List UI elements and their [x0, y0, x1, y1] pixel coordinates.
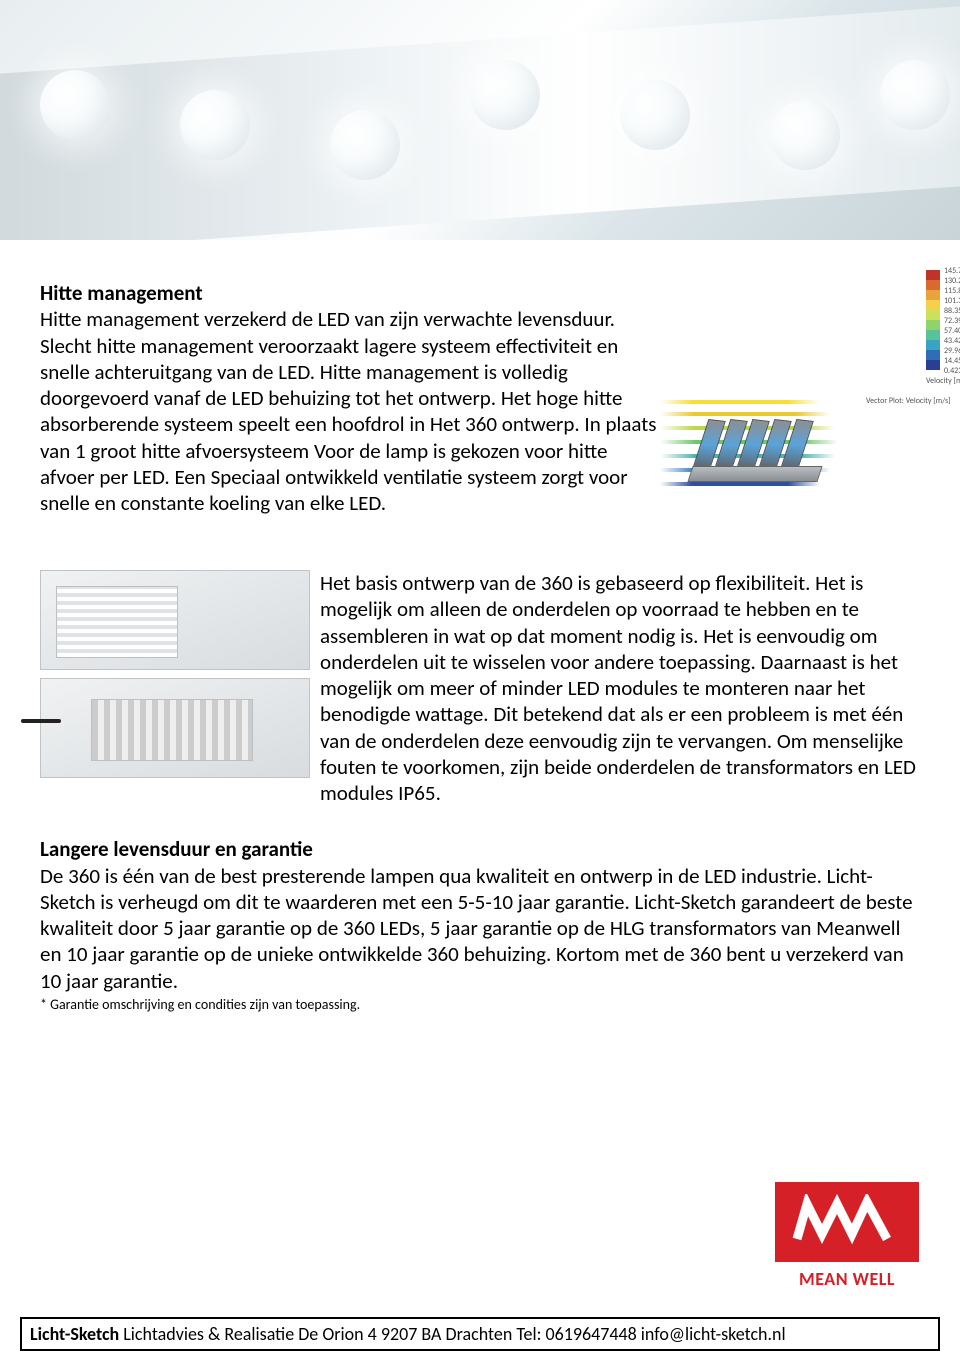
led-glow [880, 60, 950, 130]
legend-value: 43.4285 [944, 336, 960, 346]
led-glow [770, 100, 840, 170]
legend-value: 88.356 [944, 306, 960, 316]
legend-value: 115.810 [944, 286, 960, 296]
meanwell-logo-text: MEAN WELL [775, 1260, 919, 1296]
led-glow [470, 60, 540, 130]
legend-swatch [926, 310, 940, 320]
heading-garantie: Langere levensduur en garantie [40, 836, 920, 862]
led-glow [330, 110, 400, 180]
section-flexibiliteit: Het basis ontwerp van de 360 is gebaseer… [40, 570, 920, 806]
section-garantie: Langere levensduur en garantie De 360 is… [40, 836, 920, 1013]
legend-value: 0.423405 [944, 366, 960, 376]
section-hitte-management: Hitte management Hitte management verzek… [40, 280, 920, 540]
led-glow [40, 70, 110, 140]
legend-title: Velocity [m/s] [926, 376, 960, 386]
legend-swatch [926, 290, 940, 300]
led-glow [180, 90, 250, 160]
body-garantie: De 360 is één van de best presterende la… [40, 863, 920, 994]
heatsink-base [687, 466, 822, 482]
led-glow [620, 80, 690, 150]
thermal-streamline [660, 400, 820, 404]
legend-value: 57.4099 [944, 326, 960, 336]
legend-value: 29.9627 [944, 346, 960, 356]
legend-swatch [926, 360, 940, 370]
footnote-garantie: * Garantie omschrijving en condities zij… [40, 996, 920, 1014]
legend-value: 101.347 [944, 296, 960, 306]
footer-rest: Lichtadvies & Realisatie De Orion 4 9207… [119, 1323, 785, 1345]
legend-swatch [926, 320, 940, 330]
footer-contact: Licht-Sketch Lichtadvies & Realisatie De… [20, 1317, 940, 1351]
thermal-streamline [660, 412, 830, 416]
legend-value: 14.4593 [944, 356, 960, 366]
meanwell-logo-mark [775, 1182, 919, 1260]
led-module-graphic [40, 570, 310, 790]
legend-value: 72.3903 [944, 316, 960, 326]
legend-swatch [926, 350, 940, 360]
legend-swatch [926, 270, 940, 280]
legend-value: 145.796 [944, 266, 960, 276]
body-hitte: Hitte management verzekerd de LED van zi… [40, 306, 660, 516]
hero-led-photo [0, 0, 960, 240]
legend-swatch [926, 300, 940, 310]
legend-swatch [926, 330, 940, 340]
heading-hitte: Hitte management [40, 280, 660, 306]
thermal-simulation-graphic: 145.796130.254115.810101.34788.35672.390… [660, 270, 940, 490]
thermal-streamline [660, 482, 820, 486]
legend-swatch [926, 280, 940, 290]
legend-value: 130.254 [944, 276, 960, 286]
legend-subtitle: Vector Plot: Velocity [m/s] [866, 396, 951, 406]
legend-swatch [926, 340, 940, 350]
meanwell-logo: MEAN WELL [772, 1179, 922, 1299]
footer-company: Licht-Sketch [30, 1323, 119, 1345]
